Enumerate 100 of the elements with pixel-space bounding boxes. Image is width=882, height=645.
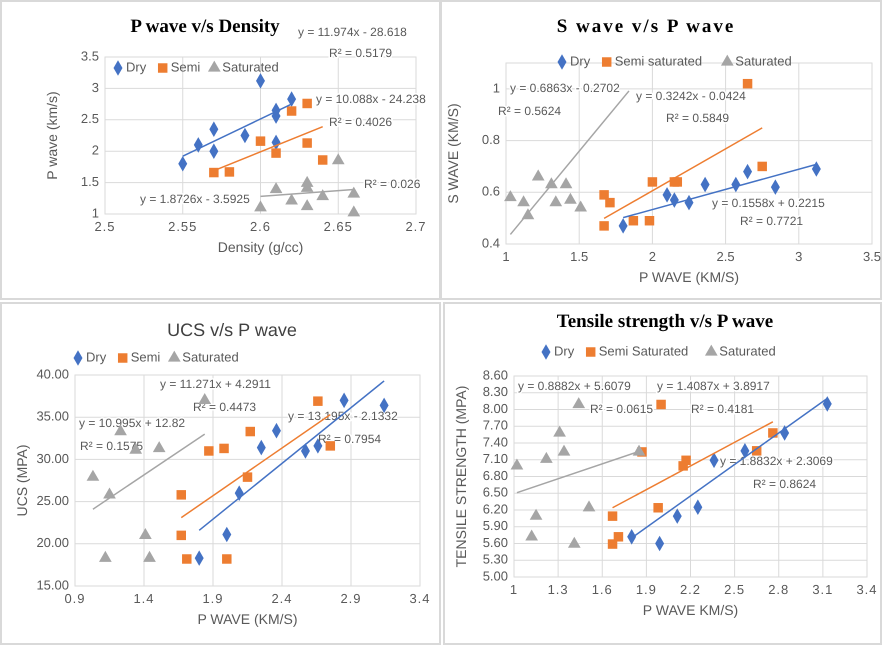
point bbox=[256, 136, 266, 146]
point bbox=[599, 221, 609, 231]
chart-title: S wave v/s P wave bbox=[556, 16, 736, 37]
annotation: y = 10.995x + 12.82 bbox=[79, 416, 186, 430]
x-tick-label: 0.9 bbox=[64, 591, 86, 606]
y-tick-label: 2 bbox=[92, 142, 99, 158]
x-axis-title: P WAVE (KM/S) bbox=[197, 611, 298, 627]
legend-label: Saturated bbox=[719, 343, 776, 358]
y-tick-label: 5.90 bbox=[482, 518, 508, 534]
annotation: y = 10.088x - 24.238 bbox=[316, 92, 426, 106]
legend-label: Semi Saturated bbox=[598, 343, 688, 358]
point bbox=[653, 503, 663, 513]
legend-label: Semi saturated bbox=[614, 53, 702, 68]
point bbox=[271, 148, 281, 158]
x-tick-label: 3.4 bbox=[856, 582, 878, 597]
point bbox=[286, 106, 296, 116]
point bbox=[219, 444, 229, 454]
point bbox=[599, 190, 609, 200]
point bbox=[326, 441, 336, 451]
y-tick-label: 6.50 bbox=[482, 484, 508, 500]
y-tick-label: 40.00 bbox=[36, 366, 69, 382]
annotation: y = 0.1558x + 0.2215 bbox=[712, 196, 826, 210]
x-tick-label: 2.2 bbox=[680, 582, 702, 597]
point bbox=[313, 396, 323, 406]
annotation: y = 0.8882x + 5.6079 bbox=[518, 379, 632, 394]
chart-title: P wave v/s Density bbox=[130, 16, 280, 37]
y-tick-label: 7.70 bbox=[482, 418, 508, 433]
point bbox=[254, 200, 267, 212]
point bbox=[176, 490, 186, 500]
point bbox=[608, 511, 618, 521]
y-tick-label: 3.5 bbox=[80, 48, 99, 64]
x-tick-label: 1.9 bbox=[636, 582, 657, 597]
legend-label: Saturated bbox=[182, 349, 239, 364]
y-tick-label: 2.5 bbox=[80, 111, 99, 126]
x-tick-label: 2.6 bbox=[250, 219, 272, 234]
point bbox=[347, 186, 360, 198]
legend-label: Semi bbox=[170, 59, 200, 74]
legend-label: Saturated bbox=[735, 53, 792, 68]
y-axis-title: UCS (MPA) bbox=[14, 444, 30, 517]
point bbox=[318, 155, 328, 165]
annotation: R² = 0.7954 bbox=[318, 432, 382, 446]
annotation: y = 0.3242x - 0.0424 bbox=[636, 89, 746, 104]
y-axis-title: TENSILE STRENGTH (MPA) bbox=[453, 386, 469, 568]
x-tick-label: 2.9 bbox=[340, 591, 362, 606]
chart-title: UCS v/s P wave bbox=[167, 320, 297, 340]
legend-label: Saturated bbox=[222, 59, 279, 74]
y-tick-label: 8.00 bbox=[482, 400, 508, 416]
annotation: y = 0.6863x - 0.2702 bbox=[510, 81, 620, 96]
y-tick-label: 8.60 bbox=[482, 367, 508, 382]
y-tick-label: 1 bbox=[492, 80, 500, 96]
x-tick-label: 2.5 bbox=[716, 249, 735, 264]
x-tick-label: 2.4 bbox=[271, 591, 293, 606]
x-axis-title: Density (g/cc) bbox=[218, 239, 304, 255]
x-tick-label: 3.5 bbox=[862, 249, 882, 264]
y-axis-title: S WAVE (KM/S) bbox=[445, 103, 461, 204]
y-tick-label: 0.4 bbox=[482, 235, 500, 250]
y-tick-label: 8.30 bbox=[482, 384, 508, 400]
point bbox=[644, 216, 654, 226]
point bbox=[176, 530, 186, 540]
y-tick-label: 5.60 bbox=[482, 534, 508, 550]
point bbox=[681, 456, 691, 466]
x-tick-label: 2.55 bbox=[168, 219, 198, 234]
point bbox=[182, 554, 192, 564]
y-tick-label: 30.00 bbox=[36, 450, 69, 466]
point bbox=[757, 162, 767, 172]
x-axis-title: P WAVE KM/S) bbox=[642, 602, 738, 618]
x-tick-label: 2 bbox=[648, 249, 656, 264]
point bbox=[270, 182, 282, 194]
annotation: y = 11.271x + 4.2911 bbox=[160, 377, 272, 392]
y-tick-label: 7.10 bbox=[482, 451, 508, 466]
point bbox=[246, 426, 256, 436]
y-tick-label: 0.8 bbox=[482, 132, 500, 148]
y-axis-title: P wave (km/s) bbox=[44, 91, 60, 180]
y-tick-label: 1 bbox=[92, 205, 99, 220]
point bbox=[302, 138, 312, 148]
x-tick-label: 3 bbox=[795, 249, 802, 264]
y-tick-label: 3 bbox=[92, 80, 99, 95]
point bbox=[204, 446, 214, 456]
annotation: y = 1.4087x + 3.8917 bbox=[657, 379, 770, 394]
y-tick-label: 5.30 bbox=[482, 552, 508, 567]
legend-label: Dry bbox=[126, 59, 147, 74]
legend-label: Dry bbox=[570, 53, 591, 68]
point bbox=[222, 554, 232, 564]
point bbox=[605, 198, 615, 208]
y-tick-label: 0.6 bbox=[482, 184, 500, 199]
point bbox=[285, 193, 298, 204]
y-tick-label: 35.00 bbox=[36, 408, 69, 424]
point bbox=[332, 153, 345, 164]
legend-label: Semi bbox=[130, 349, 160, 364]
annotation: R² = 0.4181 bbox=[691, 402, 754, 416]
point bbox=[209, 168, 219, 178]
point bbox=[648, 177, 658, 187]
y-tick-label: 15.00 bbox=[36, 577, 69, 592]
x-axis-title: P WAVE (KM/S) bbox=[638, 269, 740, 285]
y-tick-label: 6.80 bbox=[482, 468, 508, 483]
x-tick-label: 1.5 bbox=[570, 249, 588, 264]
chart-title: Tensile strength v/s P wave bbox=[556, 311, 774, 332]
x-tick-label: 1.3 bbox=[548, 582, 569, 597]
point bbox=[347, 205, 360, 216]
x-tick-label: 3.1 bbox=[812, 582, 834, 597]
